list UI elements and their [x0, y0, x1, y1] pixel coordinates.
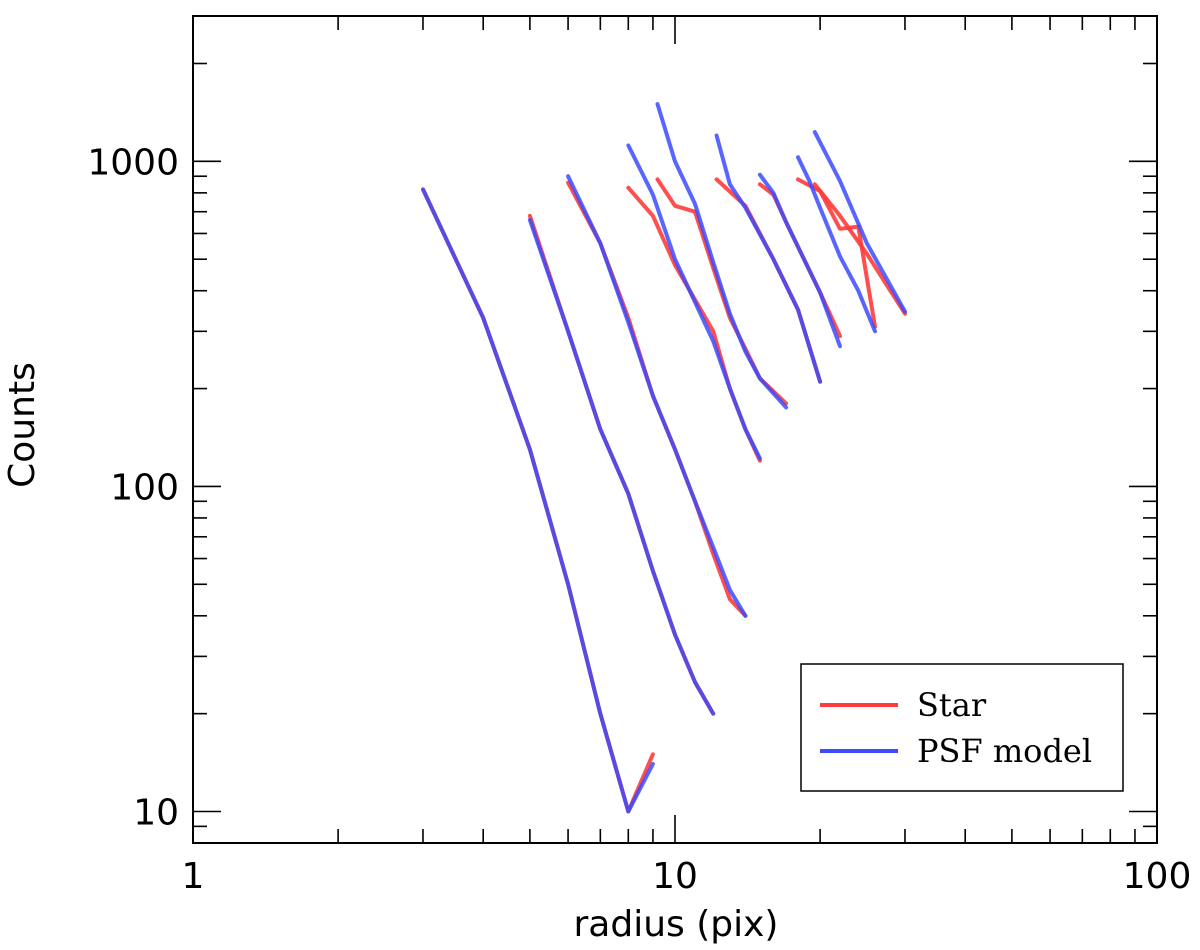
y-axis-title: Counts — [2, 362, 43, 488]
series-line-star-1 — [421, 187, 655, 814]
series-line-psf-model-9 — [812, 130, 907, 314]
x-tick-label: 10 — [652, 856, 698, 897]
series-line-star-2 — [527, 213, 716, 716]
legend-label-psf-model: PSF model — [917, 732, 1092, 770]
series-line-psf-model-1 — [421, 187, 655, 814]
y-tick-label: 1000 — [87, 142, 179, 183]
series-line-psf-model-6 — [714, 133, 823, 384]
ticks-layer — [192, 16, 1158, 844]
series-line-star-9 — [812, 182, 907, 316]
series-line-psf-model-5 — [655, 102, 789, 410]
x-axis-title: radius (pix) — [574, 904, 779, 945]
series-line-psf-model-8 — [796, 155, 877, 334]
y-tick-label: 10 — [133, 792, 179, 833]
legend-box — [800, 663, 1124, 792]
series-layer — [421, 102, 907, 814]
x-tick-label: 1 — [182, 856, 205, 897]
series-line-psf-model-3 — [566, 174, 748, 618]
series-line-psf-model-4 — [626, 143, 762, 461]
series-line-star-3 — [566, 180, 748, 618]
legend-label-star: Star — [917, 686, 987, 724]
legend: Star PSF model — [800, 663, 1124, 792]
series-line-star-6 — [714, 177, 823, 384]
x-tick-label: 100 — [1123, 856, 1192, 897]
y-tick-label: 100 — [110, 467, 179, 508]
series-line-psf-model-7 — [757, 172, 842, 349]
series-line-psf-model-2 — [527, 218, 716, 716]
